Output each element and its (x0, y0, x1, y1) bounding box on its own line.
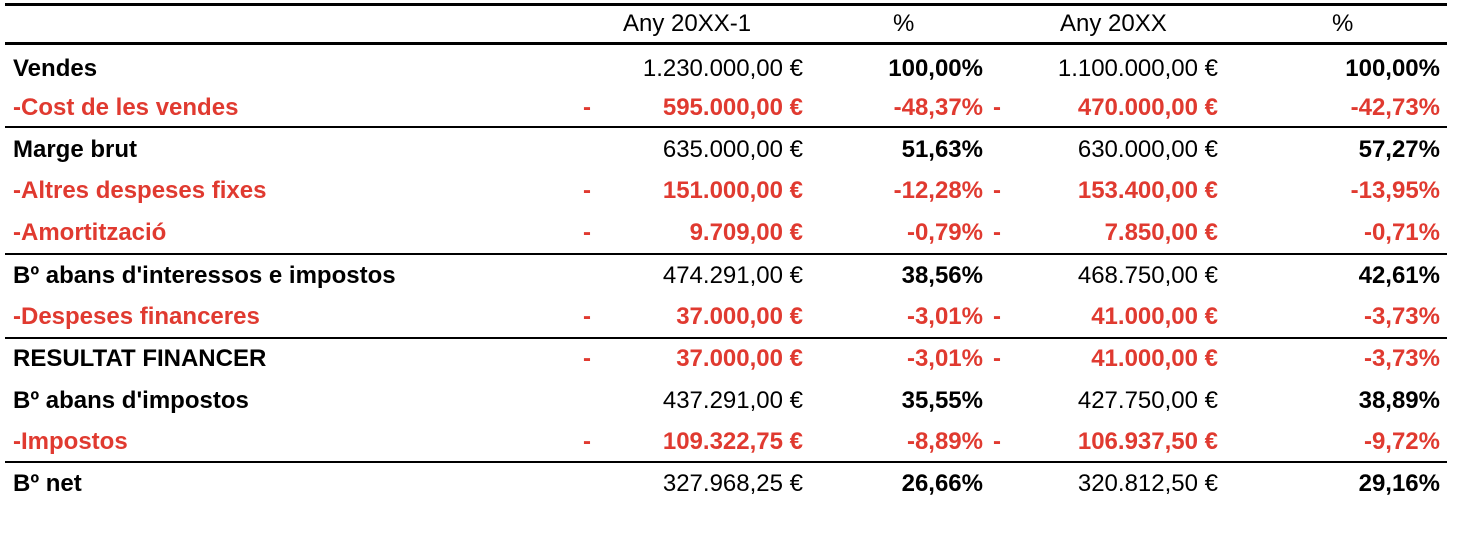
row-label: Bº net (13, 470, 82, 497)
amount-prev: 109.322,75 € (662, 428, 803, 455)
table-row: Vendes 1.230.000,00 € 100,00% 1.100.000,… (0, 50, 1463, 88)
row-label: Marge brut (13, 136, 138, 163)
pct-prev: -8,89% (906, 428, 983, 455)
pct-prev: 38,56% (901, 262, 983, 289)
pct-prev: -3,01% (906, 345, 983, 372)
amount-current: 153.400,00 € (1077, 177, 1218, 204)
table-row: Bº net 327.968,25 € 26,66% 320.812,50 € … (0, 465, 1463, 503)
header-pct-current: % (1332, 10, 1354, 37)
amount-prev: 37.000,00 € (676, 345, 803, 372)
pct-current: -0,71% (1363, 219, 1440, 246)
amount-prev: 635.000,00 € (662, 136, 803, 163)
amount-prev: 327.968,25 € (662, 470, 803, 497)
negative-sign-current: - (993, 177, 1001, 204)
table-row: Bº abans d'interessos e impostos 474.291… (0, 257, 1463, 295)
row-label: -Cost de les vendes (13, 94, 239, 121)
table-row: -Despeses financeres - 37.000,00 € -3,01… (0, 298, 1463, 336)
amount-prev: 595.000,00 € (662, 94, 803, 121)
negative-sign-current: - (993, 303, 1001, 330)
negative-sign-current: - (993, 345, 1001, 372)
table-row: -Cost de les vendes - 595.000,00 € -48,3… (0, 89, 1463, 127)
negative-sign-current: - (993, 94, 1001, 121)
amount-current: 320.812,50 € (1077, 470, 1218, 497)
row-label: -Altres despeses fixes (13, 177, 267, 204)
pct-current: 57,27% (1358, 136, 1440, 163)
amount-current: 106.937,50 € (1077, 428, 1218, 455)
negative-sign-prev: - (583, 428, 591, 455)
row-label: -Despeses financeres (13, 303, 260, 330)
amount-current: 7.850,00 € (1104, 219, 1218, 246)
row-divider (5, 461, 1447, 463)
amount-current: 630.000,00 € (1077, 136, 1218, 163)
header-pct-prev: % (893, 10, 915, 37)
top-border (5, 3, 1447, 6)
negative-sign-prev: - (583, 345, 591, 372)
pct-prev: 100,00% (888, 55, 983, 82)
header-border (5, 42, 1447, 45)
negative-sign-current: - (993, 428, 1001, 455)
header-row: Any 20XX-1 % Any 20XX % (0, 5, 1463, 43)
amount-current: 470.000,00 € (1077, 94, 1218, 121)
amount-current: 1.100.000,00 € (1057, 55, 1218, 82)
pct-current: 38,89% (1358, 387, 1440, 414)
pct-prev: 35,55% (901, 387, 983, 414)
amount-current: 41.000,00 € (1091, 303, 1218, 330)
amount-prev: 1.230.000,00 € (642, 55, 803, 82)
pct-current: 100,00% (1345, 55, 1440, 82)
pct-current: -3,73% (1363, 303, 1440, 330)
amount-current: 468.750,00 € (1077, 262, 1218, 289)
table-row: RESULTAT FINANCER - 37.000,00 € -3,01% -… (0, 340, 1463, 378)
amount-prev: 437.291,00 € (662, 387, 803, 414)
header-year-prev: Any 20XX-1 (623, 10, 752, 37)
negative-sign-current: - (993, 219, 1001, 246)
row-divider (5, 337, 1447, 339)
table-row: Bº abans d'impostos 437.291,00 € 35,55% … (0, 382, 1463, 420)
pct-current: 29,16% (1358, 470, 1440, 497)
pct-prev: 26,66% (901, 470, 983, 497)
table-row: -Amortització - 9.709,00 € -0,79% - 7.85… (0, 214, 1463, 252)
row-label: Bº abans d'interessos e impostos (13, 262, 396, 289)
pct-current: -3,73% (1363, 345, 1440, 372)
pct-prev: -0,79% (906, 219, 983, 246)
negative-sign-prev: - (583, 94, 591, 121)
negative-sign-prev: - (583, 219, 591, 246)
amount-prev: 474.291,00 € (662, 262, 803, 289)
pct-current: -42,73% (1350, 94, 1440, 121)
negative-sign-prev: - (583, 177, 591, 204)
row-divider (5, 253, 1447, 255)
pct-current: -13,95% (1350, 177, 1440, 204)
amount-prev: 9.709,00 € (689, 219, 803, 246)
amount-current: 427.750,00 € (1077, 387, 1218, 414)
header-year-current: Any 20XX (1060, 10, 1167, 37)
row-label: Bº abans d'impostos (13, 387, 249, 414)
pct-prev: -12,28% (893, 177, 983, 204)
row-label: Vendes (13, 55, 98, 82)
table-row: -Altres despeses fixes - 151.000,00 € -1… (0, 172, 1463, 210)
pct-prev: -3,01% (906, 303, 983, 330)
row-label: RESULTAT FINANCER (13, 345, 267, 372)
amount-current: 41.000,00 € (1091, 345, 1218, 372)
pct-prev: -48,37% (893, 94, 983, 121)
pct-current: -9,72% (1363, 428, 1440, 455)
row-label: -Impostos (13, 428, 128, 455)
row-divider (5, 126, 1447, 128)
negative-sign-prev: - (583, 303, 591, 330)
pct-prev: 51,63% (901, 136, 983, 163)
pct-current: 42,61% (1358, 262, 1440, 289)
amount-prev: 37.000,00 € (676, 303, 803, 330)
table-row: -Impostos - 109.322,75 € -8,89% - 106.93… (0, 423, 1463, 461)
table-row: Marge brut 635.000,00 € 51,63% 630.000,0… (0, 131, 1463, 169)
row-label: -Amortització (13, 219, 167, 246)
amount-prev: 151.000,00 € (662, 177, 803, 204)
